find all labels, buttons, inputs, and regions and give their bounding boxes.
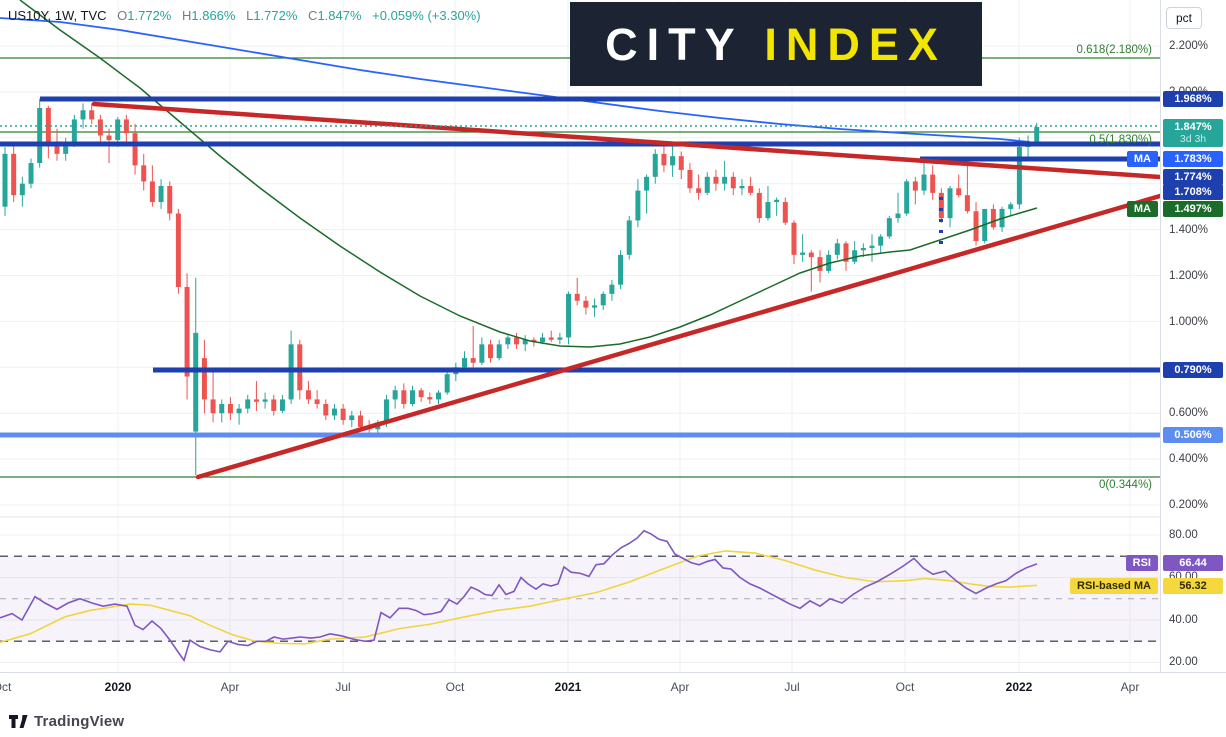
descending-resistance [91,101,1163,180]
indicator-badge-rsi: RSI [1125,555,1158,571]
axis-tick-80.00: 80.00 [1169,529,1198,541]
fib-label-0.618: 0.618(2.180%) [1076,44,1152,56]
close-label: C [308,8,318,23]
price-badge-1.708%: 1.708% [1163,184,1223,200]
low-label: L [246,8,254,23]
price-badge-1.497%: 1.497% [1163,201,1223,217]
city-index-logo-text: CITY INDEX [605,22,947,67]
price-badge-0.790%: 0.790% [1163,362,1223,378]
time-label-2021: 2021 [554,680,582,694]
price-axis[interactable]: 2.200%2.000%1.800%1.600%1.400%1.200%1.00… [1160,0,1226,672]
time-label-2022: 2022 [1005,680,1033,694]
fib-label-0.5: 0.5(1.830%) [1089,134,1152,146]
tradingview-watermark[interactable]: TradingView [9,713,124,730]
time-label-Apr: Apr [220,680,240,694]
open-value: 1.772% [127,8,172,23]
price-badge-66.44: 66.44 [1163,555,1223,571]
rsi-pane [0,529,1160,663]
symbol-title[interactable]: US10Y, 1W, TVC [8,8,107,23]
watermark-text: TradingView [34,713,125,730]
fib-label-0: 0(0.344%) [1098,479,1152,491]
countdown-timer: 3d 3h [1179,133,1207,145]
city-index-logo: CITY INDEX [570,2,982,86]
time-label-2020: 2020 [104,680,132,694]
high-value: 1.866% [191,8,236,23]
logo-city-word: CITY [605,18,765,70]
time-label-Jul: Jul [335,680,351,694]
time-label-Oct: Oct [0,680,12,694]
unit-pct-button[interactable]: pct [1166,7,1202,29]
logo-index-word: INDEX [764,18,947,70]
axis-tick-2.200%: 2.200% [1169,40,1209,52]
axis-tick-0.400%: 0.400% [1169,453,1209,465]
time-label-Oct: Oct [895,680,915,694]
price-badge-56.32: 56.32 [1163,578,1223,594]
axis-tick-1.000%: 1.000% [1169,316,1209,328]
axis-tick-20.00: 20.00 [1169,656,1198,668]
ma-green-line [19,0,1038,348]
fib-retracement [0,57,1160,478]
time-axis[interactable]: Oct 2020 Apr Jul Oct 2021 Apr Jul Oct 2022 Apr [0,672,1226,703]
axis-tick-1.400%: 1.400% [1169,224,1209,236]
tradingview-icon [9,715,28,728]
price-badge-1.783%: 1.783% [1163,151,1223,167]
price-badge-1.968%: 1.968% [1163,91,1223,107]
time-label-Apr: Apr [670,680,690,694]
price-badge-1.774%: 1.774% [1163,169,1223,185]
indicator-badge-ma: MA [1126,151,1158,167]
price-badge-1.847%: 1.847% 3d 3h [1163,119,1223,147]
ascending-support [195,193,1163,480]
axis-tick-0.600%: 0.600% [1169,407,1209,419]
time-label-Apr: Apr [1120,680,1140,694]
low-value: 1.772% [253,8,298,23]
rsi-ma-line [0,550,1038,645]
change-value: +0.059% (+3.30%) [372,8,481,23]
price-badge-0.506%: 0.506% [1163,427,1223,443]
symbol-legend[interactable]: US10Y, 1W, TVC O1.772% H1.866% L1.772% C… [8,8,481,23]
horizontal-levels [0,96,1160,438]
ma-green [19,0,1038,348]
axis-tick-1.200%: 1.200% [1169,270,1209,282]
indicator-badge-rsi-based-ma: RSI-based MA [1070,578,1158,594]
close-value: 1.847% [317,8,362,23]
axis-tick-40.00: 40.00 [1169,614,1198,626]
ma-blue-line [0,17,1031,143]
indicator-badge-ma: MA [1126,201,1158,217]
time-label-Oct: Oct [445,680,465,694]
rsi-line [0,529,1038,663]
trendlines [91,101,1163,480]
bottom-strip: TradingView [0,702,1226,737]
time-label-Jul: Jul [784,680,800,694]
open-label: O [117,8,128,23]
ma-blue [0,17,1031,143]
candles-layer [2,98,1040,476]
high-label: H [181,8,192,23]
axis-tick-0.200%: 0.200% [1169,499,1209,511]
